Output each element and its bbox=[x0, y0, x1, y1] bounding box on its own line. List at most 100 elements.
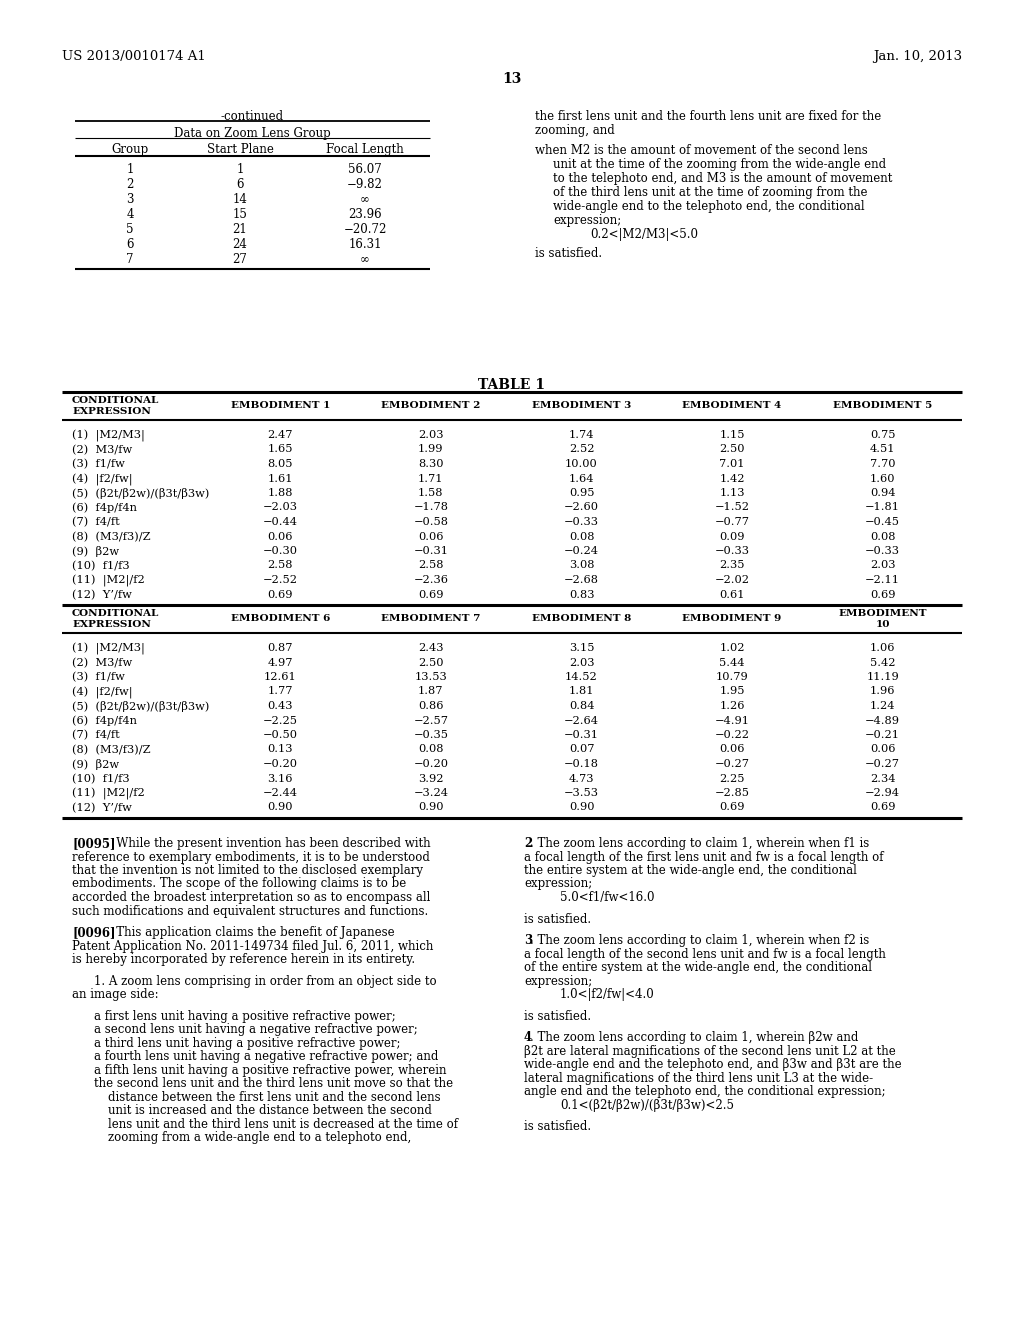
Text: (5)  (β2t/β2w)/(β3t/β3w): (5) (β2t/β2w)/(β3t/β3w) bbox=[72, 488, 209, 499]
Text: −0.33: −0.33 bbox=[564, 517, 599, 527]
Text: . The zoom lens according to claim ⁠⁠⁠1, wherein when ⁠⁠⁠f2 is: . The zoom lens according to claim ⁠⁠⁠1,… bbox=[529, 935, 868, 948]
Text: 1.74: 1.74 bbox=[568, 430, 594, 440]
Text: 2.47: 2.47 bbox=[267, 430, 293, 440]
Text: β2t are lateral magnifications of the second lens unit L⁠⁠⁠2 at the: β2t are lateral magnifications of the se… bbox=[524, 1045, 896, 1057]
Text: 0.08: 0.08 bbox=[568, 532, 594, 541]
Text: expression;: expression; bbox=[553, 214, 622, 227]
Text: a focal length of the first lens unit and fw is a focal length of: a focal length of the first lens unit an… bbox=[524, 850, 884, 863]
Text: 0.2<|M2/M3|<5.0: 0.2<|M2/M3|<5.0 bbox=[590, 227, 698, 240]
Text: 14: 14 bbox=[232, 193, 248, 206]
Text: 0.75: 0.75 bbox=[870, 430, 895, 440]
Text: 2.58: 2.58 bbox=[418, 561, 443, 570]
Text: [0095]: [0095] bbox=[72, 837, 116, 850]
Text: is satisfied.: is satisfied. bbox=[524, 1010, 591, 1023]
Text: −2.68: −2.68 bbox=[564, 576, 599, 585]
Text: 1.71: 1.71 bbox=[418, 474, 443, 483]
Text: 7: 7 bbox=[126, 253, 134, 267]
Text: −0.31: −0.31 bbox=[414, 546, 449, 556]
Text: EMBODIMENT 9: EMBODIMENT 9 bbox=[682, 614, 781, 623]
Text: −3.24: −3.24 bbox=[414, 788, 449, 799]
Text: 7.01: 7.01 bbox=[719, 459, 744, 469]
Text: Jan. 10, 2013: Jan. 10, 2013 bbox=[872, 50, 962, 63]
Text: −1.81: −1.81 bbox=[865, 503, 900, 512]
Text: 5.42: 5.42 bbox=[870, 657, 895, 668]
Text: lens unit and the third lens unit is decreased at the time of: lens unit and the third lens unit is dec… bbox=[108, 1118, 458, 1131]
Text: EMBODIMENT 4: EMBODIMENT 4 bbox=[682, 401, 781, 411]
Text: −2.52: −2.52 bbox=[263, 576, 298, 585]
Text: EMBODIMENT: EMBODIMENT bbox=[839, 609, 927, 618]
Text: 1.65: 1.65 bbox=[267, 445, 293, 454]
Text: 0.06: 0.06 bbox=[719, 744, 744, 755]
Text: a third lens unit having a positive refractive power;: a third lens unit having a positive refr… bbox=[94, 1036, 400, 1049]
Text: (10)  f1/f3: (10) f1/f3 bbox=[72, 774, 130, 784]
Text: (7)  f4/ft: (7) f4/ft bbox=[72, 730, 120, 741]
Text: EXPRESSION: EXPRESSION bbox=[72, 620, 151, 630]
Text: 2.25: 2.25 bbox=[719, 774, 744, 784]
Text: −0.27: −0.27 bbox=[715, 759, 750, 770]
Text: unit at the time of the zooming from the wide-angle end: unit at the time of the zooming from the… bbox=[553, 157, 886, 170]
Text: −2.57: −2.57 bbox=[414, 715, 449, 726]
Text: expression;: expression; bbox=[524, 878, 592, 891]
Text: 2.35: 2.35 bbox=[719, 561, 744, 570]
Text: (11)  |M2|/f2: (11) |M2|/f2 bbox=[72, 576, 144, 587]
Text: 0.69: 0.69 bbox=[418, 590, 443, 599]
Text: 4.51: 4.51 bbox=[870, 445, 895, 454]
Text: 6: 6 bbox=[237, 178, 244, 191]
Text: (12)  Y’/fw: (12) Y’/fw bbox=[72, 590, 132, 599]
Text: 1.99: 1.99 bbox=[418, 445, 443, 454]
Text: 6: 6 bbox=[126, 238, 134, 251]
Text: EMBODIMENT 2: EMBODIMENT 2 bbox=[381, 401, 480, 411]
Text: 27: 27 bbox=[232, 253, 248, 267]
Text: 2: 2 bbox=[524, 837, 532, 850]
Text: 1.61: 1.61 bbox=[267, 474, 293, 483]
Text: (3)  f1/fw: (3) f1/fw bbox=[72, 672, 125, 682]
Text: 2.52: 2.52 bbox=[568, 445, 594, 454]
Text: −0.18: −0.18 bbox=[564, 759, 599, 770]
Text: −0.24: −0.24 bbox=[564, 546, 599, 556]
Text: EMBODIMENT 5: EMBODIMENT 5 bbox=[834, 401, 932, 411]
Text: (7)  f4/ft: (7) f4/ft bbox=[72, 517, 120, 527]
Text: 4: 4 bbox=[126, 209, 134, 220]
Text: −2.36: −2.36 bbox=[414, 576, 449, 585]
Text: 0.95: 0.95 bbox=[568, 488, 594, 498]
Text: (10)  f1/f3: (10) f1/f3 bbox=[72, 561, 130, 570]
Text: 2.03: 2.03 bbox=[870, 561, 895, 570]
Text: 0.09: 0.09 bbox=[719, 532, 744, 541]
Text: 1: 1 bbox=[237, 162, 244, 176]
Text: 10: 10 bbox=[876, 620, 890, 630]
Text: (6)  f4p/f4n: (6) f4p/f4n bbox=[72, 715, 137, 726]
Text: 4.97: 4.97 bbox=[267, 657, 293, 668]
Text: is satisfied.: is satisfied. bbox=[524, 912, 591, 925]
Text: Group: Group bbox=[112, 143, 148, 156]
Text: ∞: ∞ bbox=[360, 253, 370, 267]
Text: 0.43: 0.43 bbox=[267, 701, 293, 711]
Text: the entire system at the wide-angle end, the conditional: the entire system at the wide-angle end,… bbox=[524, 865, 857, 876]
Text: wide-angle end and the telephoto end, and β3w and β3t are the: wide-angle end and the telephoto end, an… bbox=[524, 1059, 901, 1072]
Text: 0.84: 0.84 bbox=[568, 701, 594, 711]
Text: 13: 13 bbox=[503, 73, 521, 86]
Text: −4.91: −4.91 bbox=[715, 715, 750, 726]
Text: wide-angle end to the telephoto end, the conditional: wide-angle end to the telephoto end, the… bbox=[553, 199, 864, 213]
Text: (6)  f4p/f4n: (6) f4p/f4n bbox=[72, 503, 137, 513]
Text: 3: 3 bbox=[524, 935, 532, 948]
Text: −0.77: −0.77 bbox=[715, 517, 750, 527]
Text: CONDITIONAL: CONDITIONAL bbox=[72, 396, 160, 405]
Text: 1.58: 1.58 bbox=[418, 488, 443, 498]
Text: 1.64: 1.64 bbox=[568, 474, 594, 483]
Text: −2.64: −2.64 bbox=[564, 715, 599, 726]
Text: 56.07: 56.07 bbox=[348, 162, 382, 176]
Text: 0.08: 0.08 bbox=[870, 532, 895, 541]
Text: (1)  |M2/M3|: (1) |M2/M3| bbox=[72, 430, 144, 442]
Text: the first lens unit and the fourth lens unit are fixed for the: the first lens unit and the fourth lens … bbox=[535, 110, 882, 123]
Text: 15: 15 bbox=[232, 209, 248, 220]
Text: −0.30: −0.30 bbox=[263, 546, 298, 556]
Text: 1.87: 1.87 bbox=[418, 686, 443, 697]
Text: While the present invention has been described with: While the present invention has been des… bbox=[105, 837, 431, 850]
Text: [0096]: [0096] bbox=[72, 927, 116, 939]
Text: 1.13: 1.13 bbox=[719, 488, 744, 498]
Text: 1.15: 1.15 bbox=[719, 430, 744, 440]
Text: 1.0<|f2/fw|<4.0: 1.0<|f2/fw|<4.0 bbox=[560, 989, 654, 1001]
Text: 3.92: 3.92 bbox=[418, 774, 443, 784]
Text: of the third lens unit at the time of zooming from the: of the third lens unit at the time of zo… bbox=[553, 186, 867, 198]
Text: an image side:: an image side: bbox=[72, 989, 159, 1001]
